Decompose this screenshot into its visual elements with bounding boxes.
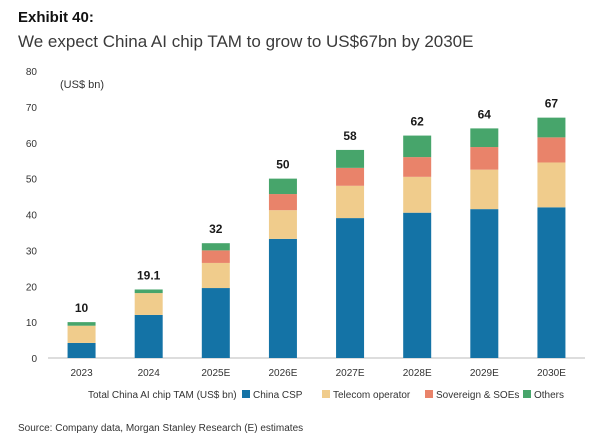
- legend-label: Telecom operator: [333, 390, 411, 401]
- bar-segment-telecom-operator: [470, 169, 499, 210]
- y-tick-label: 50: [26, 175, 38, 186]
- legend-label: China CSP: [253, 390, 303, 401]
- y-tick-label: 10: [26, 318, 38, 329]
- exhibit-label: Exhibit 40:: [18, 9, 94, 26]
- bar-segment-sovereign-soes: [268, 194, 297, 211]
- bar-segment-others: [201, 243, 230, 251]
- x-tick-label: 2026E: [268, 368, 297, 379]
- total-data-label: 10: [75, 301, 89, 315]
- chart-title: We expect China AI chip TAM to grow to U…: [18, 32, 474, 51]
- legend-title: Total China AI chip TAM (US$ bn): [88, 390, 237, 401]
- legend-swatch: [242, 390, 250, 398]
- y-tick-label: 30: [26, 246, 38, 257]
- bar-segment-others: [403, 135, 432, 158]
- bar-segment-sovereign-soes: [537, 137, 566, 163]
- legend-label: Sovereign & SOEs: [436, 390, 519, 401]
- bar-segment-others: [336, 149, 365, 168]
- x-tick-label: 2029E: [470, 368, 499, 379]
- x-tick-label: 2027E: [336, 368, 365, 379]
- bar-segment-telecom-operator: [201, 262, 230, 289]
- bar-segment-sovereign-soes: [403, 157, 432, 177]
- y-tick-label: 80: [26, 67, 38, 78]
- bar-segment-sovereign-soes: [201, 250, 230, 263]
- bar-segment-telecom-operator: [134, 293, 163, 315]
- legend-swatch: [523, 390, 531, 398]
- bar-segment-others: [537, 117, 566, 138]
- bar-segment-sovereign-soes: [470, 147, 499, 170]
- bar-segment-china-csp: [537, 207, 566, 358]
- total-data-label: 64: [478, 107, 492, 121]
- bar-segment-sovereign-soes: [336, 167, 365, 186]
- legend-swatch: [425, 390, 433, 398]
- bar-segment-china-csp: [336, 218, 365, 358]
- bar-segment-china-csp: [470, 209, 499, 358]
- bar-segment-telecom-operator: [268, 210, 297, 239]
- total-data-label: 19.1: [137, 268, 161, 282]
- y-tick-label: 40: [26, 211, 38, 222]
- bar-segment-telecom-operator: [336, 185, 365, 219]
- total-data-label: 58: [343, 129, 357, 143]
- stacked-bar-chart: 0 10 20 30 40 50 60 70 80 (US$ bn) 10 2023 19.1 2024 3…: [26, 67, 585, 401]
- source-note: Source: Company data, Morgan Stanley Res…: [18, 423, 304, 434]
- y-tick-label: 70: [26, 103, 38, 114]
- bar-segment-china-csp: [134, 314, 163, 358]
- bar-segment-china-csp: [201, 288, 230, 358]
- y-axis-label: (US$ bn): [60, 79, 104, 91]
- bar-segment-telecom-operator: [67, 325, 96, 343]
- x-tick-label: 2023: [70, 368, 93, 379]
- total-data-label: 62: [411, 115, 425, 129]
- x-tick-label: 2024: [138, 368, 161, 379]
- legend-label: Others: [534, 390, 564, 401]
- x-tick-label: 2030E: [537, 368, 566, 379]
- x-tick-label: 2025E: [201, 368, 230, 379]
- legend-swatch: [322, 390, 330, 398]
- y-tick-label: 20: [26, 282, 38, 293]
- bar-segment-others: [470, 128, 499, 148]
- bar-segment-telecom-operator: [403, 176, 432, 213]
- bar-segment-others: [268, 178, 297, 195]
- y-tick-label: 0: [31, 354, 37, 365]
- y-tick-label: 60: [26, 139, 38, 150]
- bar-segment-others: [67, 322, 96, 326]
- bar-segment-others: [134, 289, 163, 294]
- bar-segment-china-csp: [67, 342, 96, 358]
- bar-segment-china-csp: [268, 238, 297, 358]
- bar-segment-telecom-operator: [537, 162, 566, 208]
- x-tick-label: 2028E: [403, 368, 432, 379]
- total-data-label: 50: [276, 158, 290, 172]
- total-data-label: 32: [209, 222, 223, 236]
- bar-segment-china-csp: [403, 212, 432, 358]
- total-data-label: 67: [545, 97, 559, 111]
